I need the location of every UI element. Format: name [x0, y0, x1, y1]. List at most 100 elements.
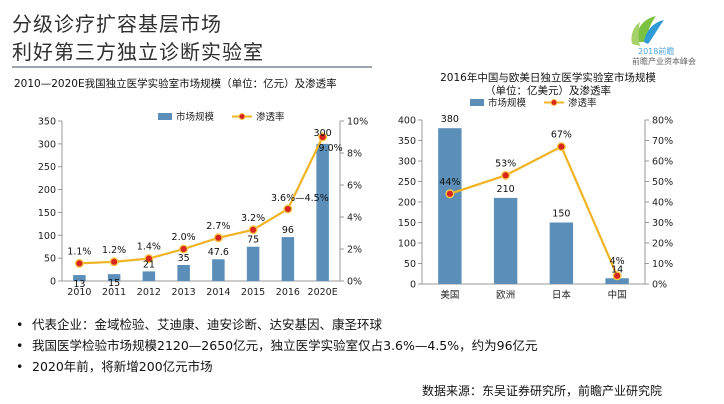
- page-title-line1: 分级诊疗扩容基层市场: [12, 12, 222, 36]
- right-chart-y2-tick-label: 70%: [652, 136, 673, 147]
- left-chart-line-point: [74, 258, 84, 268]
- left-chart-legend-bar-label: 市场规模: [176, 111, 215, 123]
- right-chart-bar-label: 380: [441, 114, 459, 125]
- left-chart-bar: [107, 274, 121, 281]
- right-chart-bar: [549, 222, 574, 284]
- left-chart-line-point: [318, 132, 328, 142]
- left-chart-y-tick-label: 350: [38, 117, 56, 128]
- left-chart-bar: [281, 237, 295, 281]
- left-chart-line-point: [109, 257, 119, 267]
- left-chart-line-point: [144, 254, 154, 264]
- left-chart-y2-tick-label: 10%: [347, 117, 368, 128]
- left-chart-y2-tick-label: 2%: [347, 245, 362, 256]
- right-chart-legend-line-marker: [550, 99, 558, 106]
- logo-year: 2018前瞻: [638, 46, 674, 56]
- left-chart-x-tick-label: 2014: [206, 287, 230, 298]
- logo-leaf-icon: [636, 16, 656, 42]
- right-chart-title-line1: 2016年中国与欧美日独立医学实验室市场规模: [440, 72, 656, 84]
- left-chart-bar: [246, 246, 260, 281]
- right-chart-y-tick-label: 0: [410, 280, 416, 291]
- bullet-text: 代表企业：金域检验、艾迪康、迪安诊断、达安基因、康圣环球: [32, 317, 383, 332]
- left-chart-bar-label: 75: [247, 235, 259, 246]
- left-chart-line-point: [179, 244, 189, 254]
- left-chart-line-label: 1.4%: [137, 242, 161, 253]
- left-chart-bar: [212, 259, 225, 281]
- right-chart-y-tick-label: 300: [398, 157, 416, 168]
- left-chart-y2-tick-label: 8%: [347, 149, 362, 160]
- right-chart-bar: [438, 128, 462, 284]
- left-chart-y-tick-label: 100: [38, 231, 56, 242]
- left-chart-bar-label: 96: [282, 225, 294, 236]
- right-chart-line-label: 67%: [551, 130, 572, 141]
- left-chart-legend-line-marker: [238, 113, 246, 120]
- right-chart-y2-tick-label: 80%: [652, 116, 673, 127]
- right-chart-y2-tick-label: 50%: [652, 177, 673, 188]
- right-chart-y2-tick-label: 10%: [652, 259, 673, 270]
- right-chart-line-series: [449, 145, 619, 277]
- bullet-dot: •: [16, 317, 24, 332]
- left-chart-line-label: 2.7%: [206, 221, 230, 232]
- left-chart-bar-label: 35: [178, 253, 190, 264]
- right-chart-line-point: [501, 170, 511, 180]
- bullet-item: • 我国医学检验市场规模2120—2650亿元，独立医学实验室仅占3.6%—4.5…: [16, 335, 538, 356]
- left-chart-y-tick-label: 0: [50, 277, 56, 288]
- left-chart-y-tick-label: 200: [38, 185, 56, 196]
- bullet-list: • 代表企业：金域检验、艾迪康、迪安诊断、达安基因、康圣环球 • 我国医学检验市场规…: [16, 314, 538, 377]
- right-chart-line-label: 53%: [495, 158, 516, 169]
- left-chart-bar-label: 15: [108, 278, 120, 289]
- left-chart-line-label: 1.1%: [67, 246, 91, 257]
- left-chart-bar: [177, 265, 190, 281]
- left-chart-y2-tick-label: 0%: [347, 277, 362, 288]
- left-chart-bar: [142, 271, 156, 281]
- right-chart-line-point: [556, 142, 566, 152]
- right-chart-line-point: [445, 189, 455, 199]
- left-chart-title: 2010—2020E我国独立医学实验室市场规模（单位：亿元）及渗透率: [14, 78, 337, 90]
- bullet-text: 2020年前，将新增200亿元市场: [32, 359, 213, 374]
- left-chart-x-tick-label: 2015: [241, 287, 265, 298]
- right-chart-bar-label: 150: [552, 209, 570, 220]
- right-chart-y2-tick-label: 40%: [652, 198, 673, 209]
- left-chart-line-label: 9.0%: [319, 143, 343, 154]
- logo-leaf3-icon: [631, 22, 640, 46]
- left-chart-line-point: [283, 204, 293, 214]
- right-chart-x-tick-label: 中国: [608, 289, 627, 301]
- left-chart-line-label: 1.2%: [102, 245, 126, 256]
- right-chart-x-tick-label: 欧洲: [496, 289, 515, 301]
- page-title-line2: 利好第三方独立诊断实验室: [12, 40, 264, 64]
- right-chart-title-line2: （单位：亿美元）及渗透率: [485, 85, 611, 97]
- right-chart-bar-label: 14: [611, 264, 623, 275]
- bullet-dot: •: [16, 338, 24, 353]
- right-chart-y2-tick-label: 20%: [652, 239, 673, 250]
- left-chart-line-point: [213, 233, 223, 243]
- left-chart-bar-label: 47.6: [208, 247, 229, 258]
- left-chart-y2-tick-label: 6%: [347, 181, 362, 192]
- left-chart-line-label: 2.0%: [172, 232, 196, 243]
- left-chart-legend-bar-swatch: [158, 113, 172, 120]
- left-chart-y-tick-label: 50: [44, 254, 56, 265]
- right-chart-title: 2016年中国与欧美日独立医学实验室市场规模 （单位：亿美元）及渗透率: [398, 72, 698, 98]
- left-chart-x-tick-label: 2011: [102, 287, 126, 298]
- right-chart-y-tick-label: 350: [398, 136, 416, 147]
- bullet-text: 我国医学检验市场规模2120—2650亿元，独立医学实验室仅占3.6%—4.5%…: [32, 338, 538, 353]
- left-chart-x-tick-label: 2016: [276, 287, 300, 298]
- title-divider: [12, 66, 372, 68]
- left-chart-line-label: 3.6%—4.5%: [271, 193, 329, 204]
- left-chart-bar-label: 13: [73, 279, 85, 290]
- right-chart-line-point: [612, 271, 622, 281]
- bullet-dot: •: [16, 359, 24, 374]
- right-chart-y2-tick-label: 30%: [652, 218, 673, 229]
- right-chart-legend-bar-swatch: [470, 99, 484, 106]
- right-chart-legend-bar-label: 市场规模: [488, 97, 527, 109]
- right-chart-y-tick-label: 100: [398, 239, 416, 250]
- right-chart-line-label: 44%: [439, 177, 460, 188]
- logo: 2018前瞻 前瞻产业资本峰会: [631, 16, 696, 66]
- left-chart-legend-line-label: 渗透率: [256, 111, 285, 123]
- right-chart-x-tick-label: 美国: [440, 289, 459, 301]
- right-chart-y-tick-label: 400: [398, 116, 416, 127]
- right-chart-y-tick-label: 200: [398, 198, 416, 209]
- right-chart-y-tick-label: 50: [404, 259, 416, 270]
- right-chart-bar: [605, 278, 629, 284]
- bullet-item: • 2020年前，将新增200亿元市场: [16, 356, 538, 377]
- left-chart-y-tick-label: 300: [38, 139, 56, 150]
- logo-text: 前瞻产业资本峰会: [632, 56, 696, 66]
